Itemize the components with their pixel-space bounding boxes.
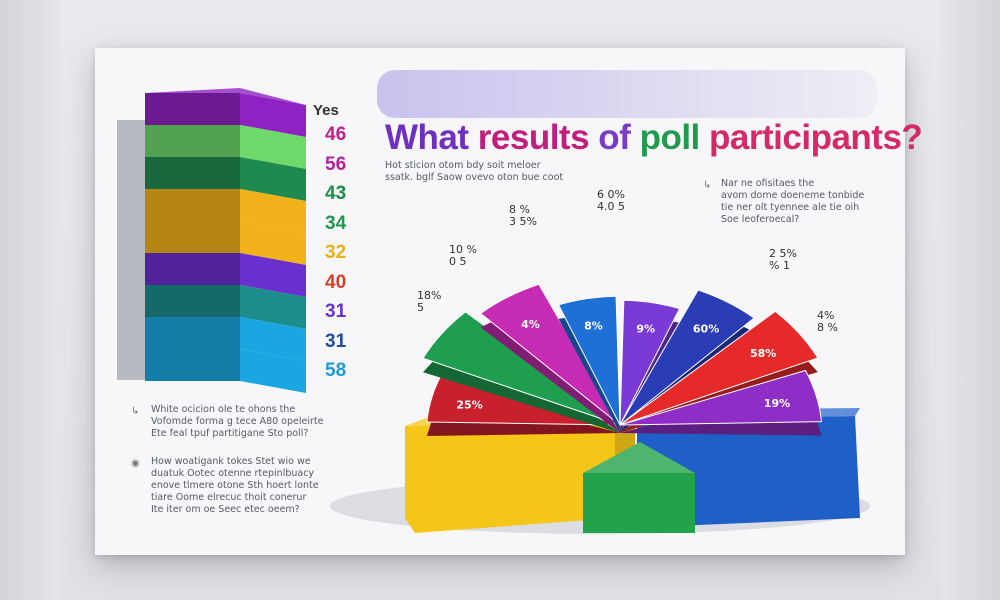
pie-slice-label: 8% <box>584 319 603 332</box>
subtitle-line: ssatk. bglf Saow ovevo oton bue coot <box>385 172 564 183</box>
outer-value-line: 5 <box>417 301 424 314</box>
stack-value-label: 43 <box>325 183 347 204</box>
note-line: Vofomde forma g tece A80 opeleirte <box>151 416 324 427</box>
outer-value-line: 3 5% <box>509 215 537 228</box>
stack-value-label: 46 <box>325 124 347 145</box>
note-line: duatuk Ootec otenne rtepinlbuacy <box>151 468 315 479</box>
outer-value-label: 18% 5 <box>417 290 441 314</box>
pie-slice-label: 25% <box>456 398 482 411</box>
note-line: White ocicion ole te ohons the <box>151 404 296 415</box>
base-block-front <box>583 473 695 533</box>
outer-value-label: 10 % 0 5 <box>449 244 477 268</box>
backdrop-left-shade <box>0 0 60 600</box>
pie-slice <box>557 295 621 426</box>
outer-value-line: 4.0 5 <box>597 200 625 213</box>
stack-value-label: 32 <box>325 242 347 263</box>
stack-segment-front <box>145 125 240 157</box>
title-word: What <box>385 118 469 157</box>
stack-value-label: 58 <box>325 360 347 381</box>
stack-segment-side <box>240 157 306 201</box>
pie-slice <box>619 289 755 426</box>
stack-segment-side <box>240 317 306 361</box>
pie-slice <box>619 369 823 426</box>
note-bullet-icon: ↳ <box>703 180 712 191</box>
stack-segment-side <box>240 349 306 393</box>
stack-segment-front <box>145 93 240 125</box>
outer-value-line: % 1 <box>769 259 790 272</box>
pie-slice <box>619 310 819 426</box>
outer-value-line: 10 % <box>449 243 477 256</box>
pie-slice <box>619 299 681 426</box>
subtitle: Hot sticion otom bdy soit meloer ssatk. … <box>385 160 563 184</box>
base-block-front <box>405 420 615 533</box>
stack-value-label: 31 <box>325 330 347 352</box>
base-block-top <box>583 442 695 473</box>
outer-value-line: 0 5 <box>449 255 467 268</box>
stack-segment-side <box>240 221 306 265</box>
stack-segment-front <box>145 157 240 189</box>
outer-value-line: 6 0% <box>597 188 625 201</box>
note-line: tie ner olt tyennee ale tie oih <box>721 202 860 213</box>
stack-shadow <box>117 120 145 380</box>
stack-top-face <box>145 88 306 105</box>
outer-value-line: 2 5% <box>769 247 797 260</box>
title-word: results <box>477 118 590 157</box>
stack-value-label: 31 <box>325 301 347 322</box>
poster-card: 25% 4% 8% 9% 60% 58% 19% Yes 46 56 43 34 32 40 31 31 5… <box>95 48 923 555</box>
stack-segment-side <box>240 93 306 137</box>
note-line: enove tlmere otone Sth hoert lonte <box>151 480 319 491</box>
stack-segment-side <box>240 189 306 233</box>
outer-value-line: 4% <box>817 309 835 322</box>
stack-segment-front <box>145 221 240 253</box>
left-note-1: White ocicion ole te ohons the Vofomde f… <box>151 404 323 440</box>
title-word: participants? <box>709 118 923 157</box>
outer-value-label: 2 5%% 1 <box>769 248 797 272</box>
pie-slice-label: 19% <box>764 397 790 410</box>
stack-segment-front <box>145 253 240 285</box>
outer-value-line: 8 % <box>509 203 530 216</box>
pie-slice-label: 60% <box>693 322 719 335</box>
poster-graphics: 25% 4% 8% 9% 60% 58% 19% <box>117 70 877 534</box>
stack-value-label: 40 <box>325 271 347 293</box>
stack-segment-front <box>145 189 240 221</box>
note-bullet-icon: ↳ <box>131 406 140 417</box>
note-line: avom dome doeneme tonbide <box>721 190 865 201</box>
backdrop-right-shade <box>940 0 1000 600</box>
title-band <box>377 70 877 118</box>
pie-slice-label: 9% <box>636 323 655 336</box>
note-line: Ete feal tpuf partitigane Sto poll? <box>151 428 309 439</box>
stack-header-label: Yes <box>313 102 339 119</box>
stack-value-label: 56 <box>325 153 347 175</box>
stack-segment-front <box>145 317 240 349</box>
note-line: How woatigank tokes Stet wio we <box>151 456 311 467</box>
stack-segment-side <box>240 125 306 169</box>
pie-slice-label: 4% <box>521 318 540 331</box>
subtitle-line: Hot sticion otom bdy soit meloer <box>385 160 541 171</box>
outer-value-line: 8 % <box>817 321 838 334</box>
stack-segment-side <box>240 285 306 329</box>
fan-pie-chart: 25% 4% 8% 9% 60% 58% 19% <box>422 283 823 437</box>
outer-value-label: 4% 8 % <box>817 310 838 334</box>
outer-value-label: 6 0% 4.0 5 <box>597 189 625 213</box>
pie-slice-label: 58% <box>750 347 776 360</box>
stack-segment-side <box>240 253 306 297</box>
left-note-2: How woatigank tokes Stet wio we duatuk O… <box>151 456 319 516</box>
outer-value-line: 18% <box>417 289 442 302</box>
stack-segment-front <box>145 285 240 317</box>
right-note: Nar ne ofisitaes the avom dome doeneme t… <box>721 178 864 226</box>
info-circle-icon: ◉ <box>131 458 140 469</box>
stack-segment-front <box>145 349 240 381</box>
note-line: Nar ne ofisitaes the <box>721 178 815 189</box>
pie-slice <box>479 283 621 426</box>
title-word: poll <box>639 118 701 157</box>
stack-value-label: 34 <box>325 212 347 234</box>
stacked-bar <box>145 88 306 393</box>
note-line: Ite iter om oe Seec etec oeem? <box>151 504 300 515</box>
note-line: tiare Oome elrecuc thoit conerur <box>151 492 307 503</box>
page-title: What results of poll participants? <box>385 118 923 158</box>
pie-slice <box>422 311 621 426</box>
title-word: of <box>598 118 631 157</box>
outer-value-label: 8 % 3 5% <box>509 204 537 228</box>
note-line: Soe leoferoecal? <box>721 214 800 225</box>
